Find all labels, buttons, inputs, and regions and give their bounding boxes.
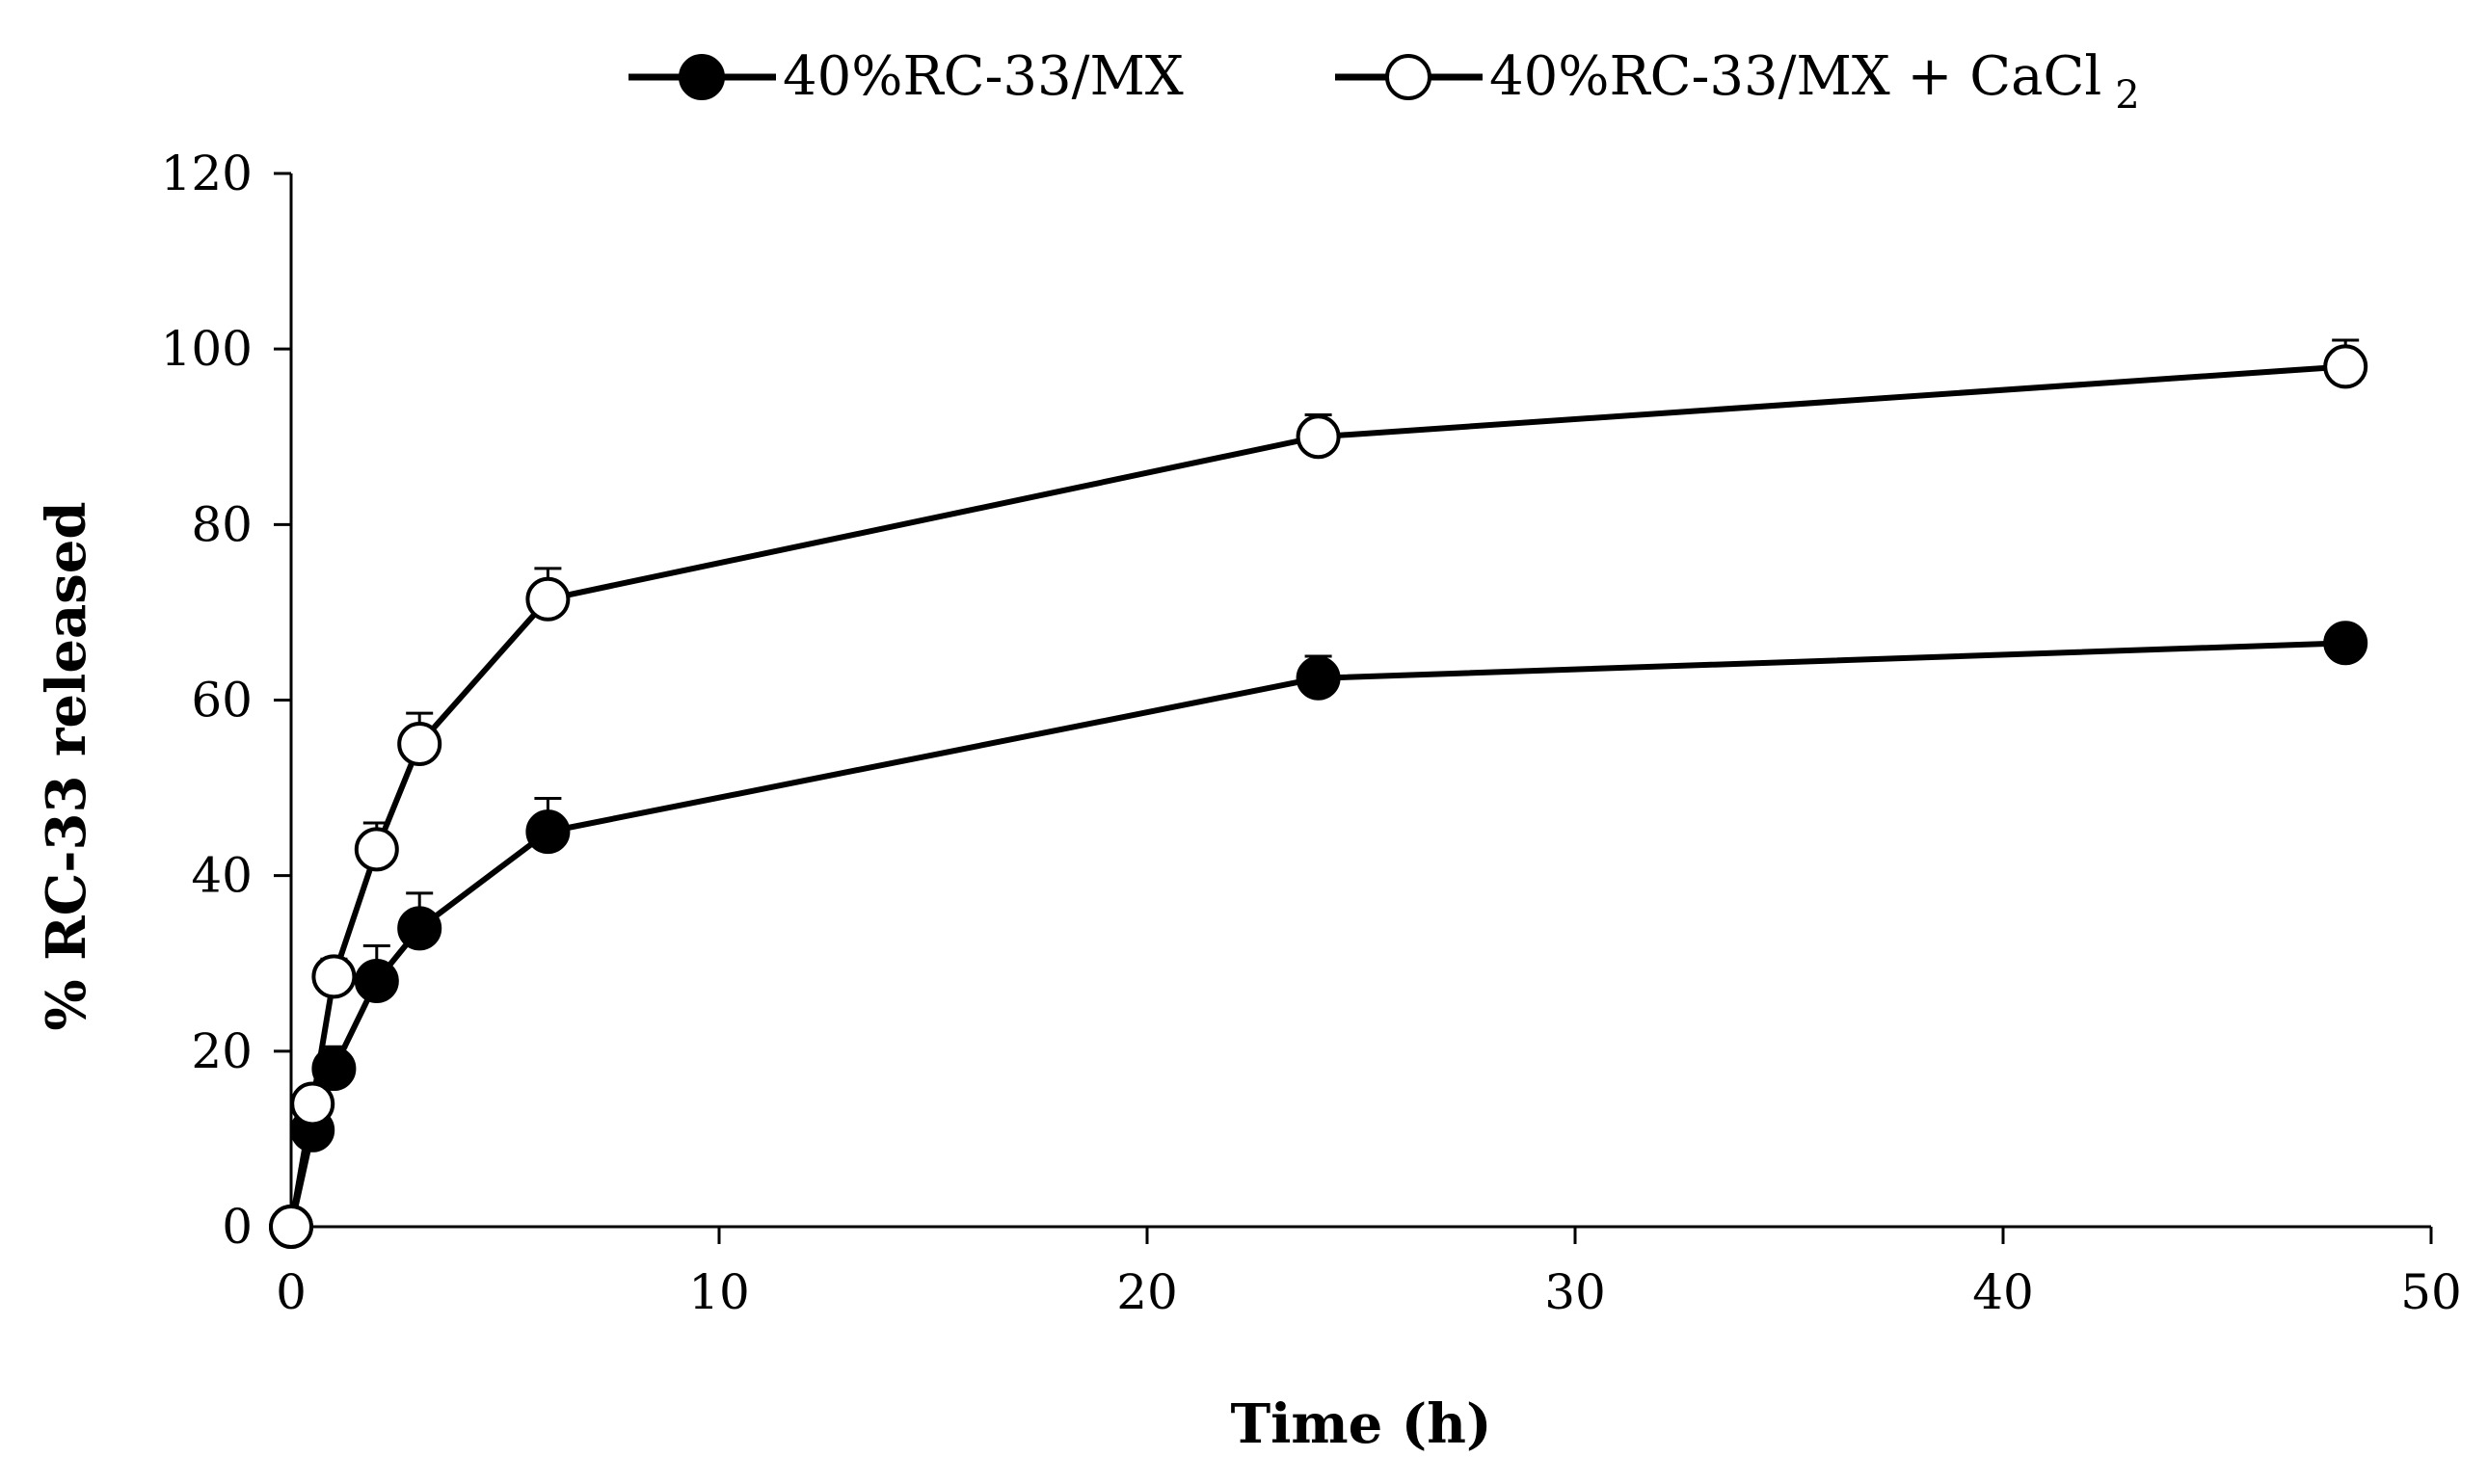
- data-point: [2323, 621, 2368, 666]
- legend-marker-open: [1385, 54, 1431, 100]
- data-point: [2323, 344, 2368, 389]
- x-tick-label: 0: [276, 1264, 307, 1320]
- series-line: [288, 640, 2346, 1228]
- axes: 0 20 40 60 80 100 120 0 10 20 30 40 50: [161, 146, 2462, 1320]
- data-point: [525, 809, 571, 855]
- legend-item-filled: 40%RC-33/MX: [628, 45, 1184, 108]
- data-point: [354, 827, 399, 872]
- data-point: [1296, 414, 1341, 460]
- legend: 40%RC-33/MX 40%RC-33/MX + CaCl 2: [628, 45, 2140, 118]
- series-0: [269, 621, 2368, 1249]
- data-point: [525, 576, 571, 622]
- data-point: [311, 954, 357, 999]
- data-point: [1296, 655, 1341, 701]
- data-point: [397, 722, 442, 767]
- x-tick-label: 40: [1972, 1264, 2034, 1320]
- y-tick-label: 20: [191, 1023, 253, 1079]
- legend-label-open: 40%RC-33/MX + CaCl 2: [1489, 45, 2140, 118]
- data-point: [397, 906, 442, 951]
- legend-marker-filled: [679, 54, 725, 100]
- x-tick-label: 50: [2400, 1264, 2462, 1320]
- series-line: [288, 363, 2346, 1228]
- data-point: [269, 1205, 313, 1249]
- y-tick-label: 80: [191, 496, 253, 552]
- x-axis-title: Time (h): [1230, 1392, 1491, 1456]
- x-tick-label: 10: [688, 1264, 750, 1320]
- legend-item-open: 40%RC-33/MX + CaCl 2: [1335, 45, 2140, 118]
- y-axis-title: % RC-33 released: [35, 501, 98, 1030]
- series-layer: [269, 338, 2368, 1249]
- y-tick-label: 60: [191, 673, 253, 729]
- legend-label-open-main: 40%RC-33/MX + CaCl: [1489, 45, 2101, 108]
- legend-label-open-subscript: 2: [2115, 73, 2139, 118]
- data-point: [311, 1047, 357, 1092]
- series-1: [269, 338, 2368, 1249]
- y-tick-label: 40: [191, 848, 253, 904]
- data-point: [290, 1081, 335, 1126]
- y-tick-label: 100: [161, 321, 253, 377]
- x-tick-label: 20: [1116, 1264, 1178, 1320]
- legend-label-filled: 40%RC-33/MX: [783, 45, 1184, 108]
- y-tick-label: 0: [222, 1199, 253, 1255]
- data-point: [354, 958, 399, 1003]
- y-tick-label: 120: [161, 146, 253, 201]
- x-tick-label: 30: [1544, 1264, 1606, 1320]
